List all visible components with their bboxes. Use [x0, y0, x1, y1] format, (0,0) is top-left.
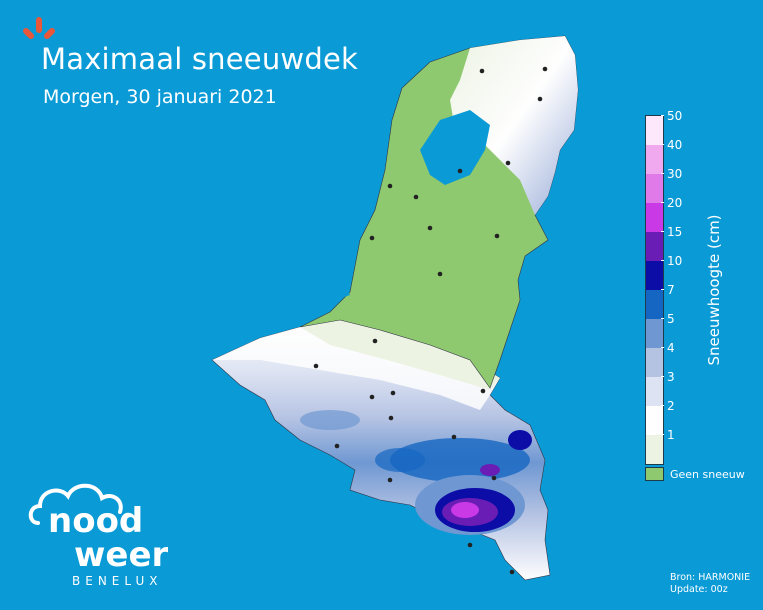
legend-band [646, 435, 663, 464]
update-label: Update: 00z [670, 584, 728, 595]
ijsselmeer [420, 110, 490, 185]
legend-tick: 2 [661, 399, 675, 413]
noodweer-logo: nood weer [28, 483, 168, 573]
belgium-green-transition [300, 320, 500, 390]
city-dots [313, 66, 548, 575]
legend-band [646, 377, 663, 406]
snow-blob [300, 410, 360, 430]
legend-band [646, 290, 663, 319]
no-snow-label: Geen sneeuw [670, 467, 745, 481]
legend-tick: 40 [660, 138, 683, 152]
legend-tick: 15 [660, 225, 683, 239]
legend-band [646, 145, 663, 174]
legend-band [646, 174, 663, 203]
legend-no-snow: Geen sneeuw [645, 467, 745, 481]
legend-tick: 30 [660, 167, 683, 181]
north-netherlands-snow [450, 36, 578, 215]
legend-tick: 20 [660, 196, 683, 210]
snow-blob [480, 464, 500, 476]
legend-tick: 50 [660, 109, 683, 123]
snow-blob [508, 430, 532, 450]
snow-blob [375, 448, 425, 472]
legend-tick: 3 [661, 370, 675, 384]
legend-band [646, 348, 663, 377]
legend-tick: 7 [661, 283, 675, 297]
logo-line1: nood [48, 501, 143, 541]
logo-sparks-icon [23, 17, 55, 39]
logo-line2: weer [74, 535, 168, 573]
page-title: Maximaal sneeuwdek [41, 42, 358, 76]
page-subtitle: Morgen, 30 januari 2021 [43, 86, 277, 108]
legend-tick: 4 [661, 341, 675, 355]
snow-blob [451, 502, 479, 518]
legend-band [646, 232, 663, 261]
legend-band [646, 203, 663, 232]
source-label: Bron: HARMONIE [670, 572, 751, 583]
legend-band [646, 116, 663, 145]
source-info: Bron: HARMONIE Update: 00z [670, 572, 750, 596]
legend-axis-label: Sneeuwhoogte (cm) [705, 214, 723, 366]
logo-tagline: BENELUX [72, 574, 163, 588]
legend-band [646, 406, 663, 435]
legend-band [646, 261, 663, 290]
legend-tick: 5 [661, 312, 675, 326]
no-snow-swatch [645, 467, 664, 481]
legend-band [646, 319, 663, 348]
zeeland-water [300, 285, 350, 310]
legend-tick: 10 [660, 254, 683, 268]
legend-tick: 1 [661, 428, 675, 442]
belgium-white-band [212, 320, 500, 410]
legend-colorbar [645, 115, 664, 465]
